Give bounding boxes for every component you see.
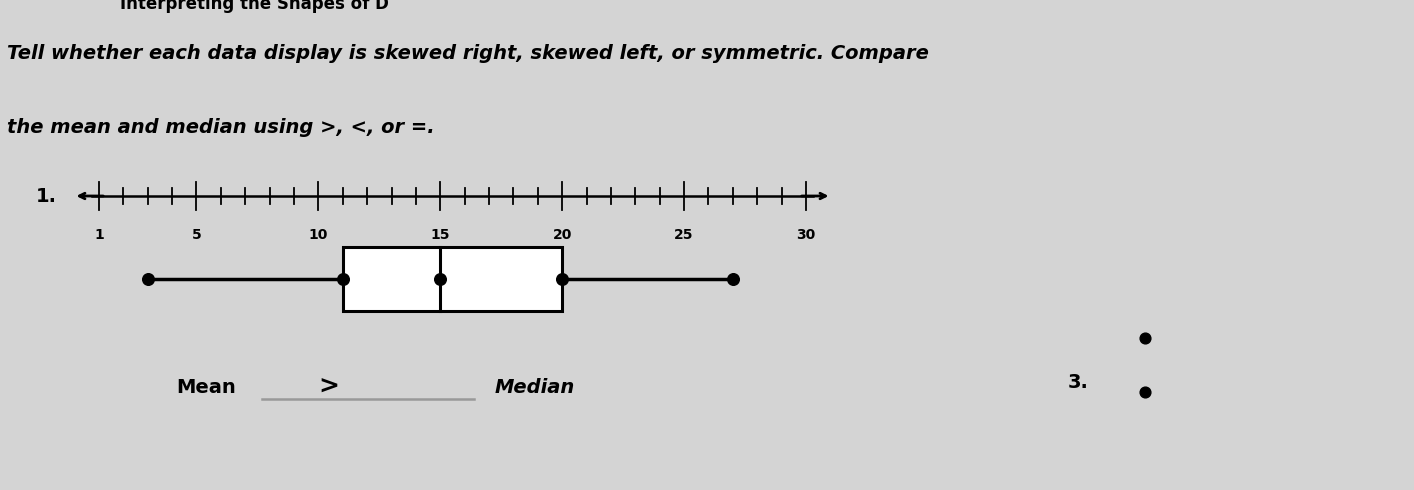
Text: 1.: 1. <box>35 187 57 205</box>
Text: >: > <box>318 374 339 398</box>
Text: the mean and median using >, <, or =.: the mean and median using >, <, or =. <box>7 118 434 137</box>
Bar <box>342 247 563 311</box>
Text: 25: 25 <box>674 228 694 242</box>
Text: 1: 1 <box>95 228 103 242</box>
Text: 20: 20 <box>553 228 571 242</box>
Text: Median: Median <box>495 378 575 397</box>
Point <box>1134 388 1157 396</box>
Point <box>1134 334 1157 342</box>
Text: 5: 5 <box>192 228 201 242</box>
Point <box>551 275 574 283</box>
Text: Tell whether each data display is skewed right, skewed left, or symmetric. Compa: Tell whether each data display is skewed… <box>7 44 929 63</box>
Text: Mean: Mean <box>177 378 236 397</box>
Point <box>331 275 354 283</box>
Text: 30: 30 <box>796 228 816 242</box>
Point <box>136 275 158 283</box>
Text: 10: 10 <box>308 228 328 242</box>
Text: Interpreting the Shapes of D: Interpreting the Shapes of D <box>120 0 389 13</box>
Point <box>721 275 744 283</box>
Text: 3.: 3. <box>1068 373 1089 392</box>
Point <box>428 275 451 283</box>
Text: 15: 15 <box>430 228 450 242</box>
